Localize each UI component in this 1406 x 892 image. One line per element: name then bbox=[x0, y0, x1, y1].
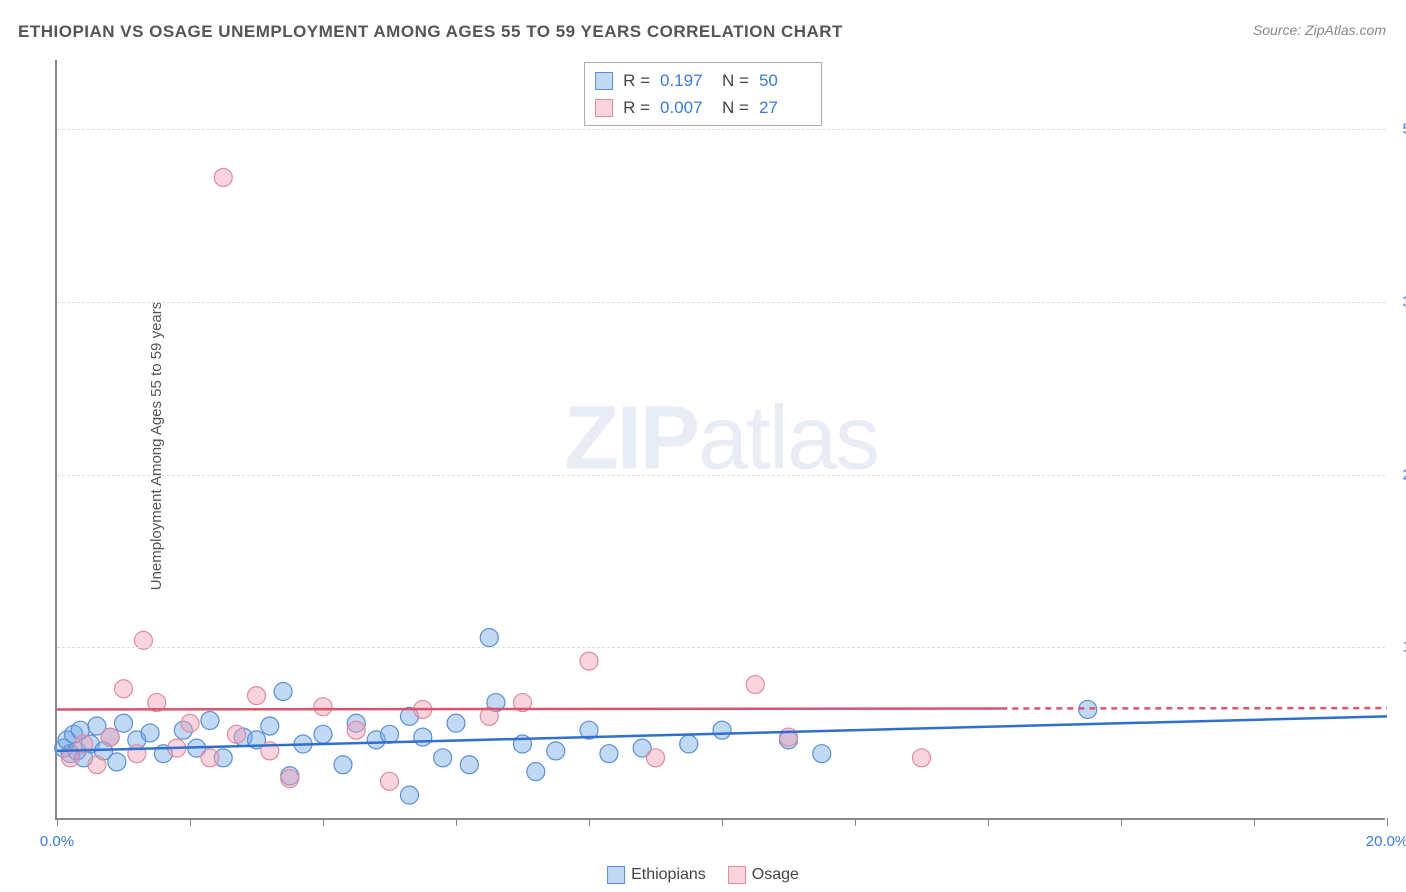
x-tick bbox=[722, 818, 723, 826]
data-point bbox=[281, 770, 299, 788]
stat-r-value: 0.197 bbox=[660, 67, 712, 94]
data-point bbox=[141, 724, 159, 742]
data-point bbox=[108, 753, 126, 771]
plot-area: ZIPatlas 12.5%25.0%37.5%50.0%0.0%20.0% bbox=[55, 60, 1385, 820]
data-point bbox=[460, 756, 478, 774]
x-tick bbox=[1254, 818, 1255, 826]
data-point bbox=[88, 756, 106, 774]
x-tick bbox=[1387, 818, 1388, 826]
data-point bbox=[647, 749, 665, 767]
data-point bbox=[115, 680, 133, 698]
data-point bbox=[913, 749, 931, 767]
gridline bbox=[57, 647, 1385, 648]
y-tick-label: 25.0% bbox=[1390, 466, 1406, 483]
stat-n-value: 27 bbox=[759, 94, 811, 121]
stats-row: R = 0.197 N = 50 bbox=[595, 67, 811, 94]
data-point bbox=[314, 725, 332, 743]
data-point bbox=[101, 728, 119, 746]
x-tick bbox=[57, 818, 58, 826]
data-point bbox=[480, 629, 498, 647]
data-point bbox=[680, 735, 698, 753]
legend-swatch bbox=[607, 866, 625, 884]
y-tick-label: 37.5% bbox=[1390, 293, 1406, 310]
source-label: Source: ZipAtlas.com bbox=[1253, 22, 1386, 38]
stat-r-value: 0.007 bbox=[660, 94, 712, 121]
data-point bbox=[381, 725, 399, 743]
y-tick-label: 50.0% bbox=[1390, 121, 1406, 138]
x-tick-label: 20.0% bbox=[1366, 833, 1406, 850]
data-point bbox=[314, 698, 332, 716]
x-tick bbox=[1121, 818, 1122, 826]
x-tick bbox=[190, 818, 191, 826]
x-tick-label: 0.0% bbox=[40, 833, 74, 850]
data-point bbox=[347, 721, 365, 739]
stat-n-label: N = bbox=[722, 94, 749, 121]
plot-container: ZIPatlas 12.5%25.0%37.5%50.0%0.0%20.0% bbox=[55, 60, 1385, 820]
data-point bbox=[434, 749, 452, 767]
data-point bbox=[580, 652, 598, 670]
legend-label: Osage bbox=[752, 866, 799, 884]
x-tick bbox=[988, 818, 989, 826]
data-point bbox=[381, 772, 399, 790]
stat-swatch bbox=[595, 72, 613, 90]
gridline bbox=[57, 302, 1385, 303]
stat-n-value: 50 bbox=[759, 67, 811, 94]
stat-swatch bbox=[595, 99, 613, 117]
legend-item: Osage bbox=[728, 866, 799, 884]
scatter-plot-svg bbox=[57, 60, 1385, 818]
x-tick bbox=[855, 818, 856, 826]
data-point bbox=[128, 745, 146, 763]
gridline bbox=[57, 129, 1385, 130]
stat-r-label: R = bbox=[623, 67, 650, 94]
data-point bbox=[201, 712, 219, 730]
data-point bbox=[334, 756, 352, 774]
data-point bbox=[600, 745, 618, 763]
chart-title: ETHIOPIAN VS OSAGE UNEMPLOYMENT AMONG AG… bbox=[18, 22, 843, 42]
data-point bbox=[527, 763, 545, 781]
data-point bbox=[261, 717, 279, 735]
data-point bbox=[181, 714, 199, 732]
data-point bbox=[214, 168, 232, 186]
gridline bbox=[57, 475, 1385, 476]
trend-line bbox=[57, 708, 1001, 709]
x-tick bbox=[456, 818, 457, 826]
y-tick-label: 12.5% bbox=[1390, 639, 1406, 656]
legend-swatch bbox=[728, 866, 746, 884]
legend-item: Ethiopians bbox=[607, 866, 706, 884]
data-point bbox=[201, 749, 219, 767]
stats-legend-box: R = 0.197 N = 50 R = 0.007 N = 27 bbox=[584, 62, 822, 126]
data-point bbox=[813, 745, 831, 763]
stats-row: R = 0.007 N = 27 bbox=[595, 94, 811, 121]
data-point bbox=[746, 676, 764, 694]
data-point bbox=[115, 714, 133, 732]
data-point bbox=[547, 742, 565, 760]
data-point bbox=[274, 682, 292, 700]
legend-label: Ethiopians bbox=[631, 866, 706, 884]
data-point bbox=[713, 721, 731, 739]
x-tick bbox=[589, 818, 590, 826]
legend-bottom: Ethiopians Osage bbox=[607, 866, 799, 884]
data-point bbox=[400, 786, 418, 804]
stat-r-label: R = bbox=[623, 94, 650, 121]
data-point bbox=[447, 714, 465, 732]
x-tick bbox=[323, 818, 324, 826]
stat-n-label: N = bbox=[722, 67, 749, 94]
data-point bbox=[414, 728, 432, 746]
data-point bbox=[228, 725, 246, 743]
data-point bbox=[248, 687, 266, 705]
